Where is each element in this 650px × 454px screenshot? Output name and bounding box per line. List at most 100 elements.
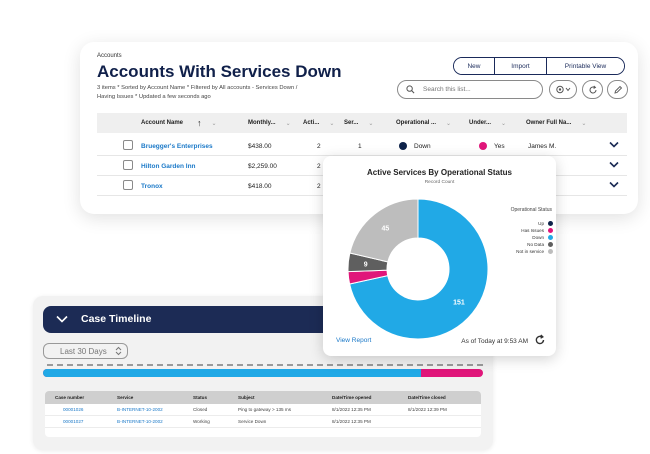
list-info: 3 items * Sorted by Account Name * Filte… xyxy=(97,84,347,102)
list-settings-button[interactable] xyxy=(549,80,577,99)
legend-label: No Data xyxy=(527,242,544,247)
col-opened: Date/Time opened xyxy=(332,395,372,400)
table-row: 00001027 B-INTERNET-10-2002 Working Serv… xyxy=(45,416,481,428)
data-label-no-data: 9 xyxy=(364,261,368,268)
timeline-bar xyxy=(43,369,483,377)
services-cell: 1 xyxy=(358,142,362,150)
chevron-down-icon: ⌄ xyxy=(368,120,374,127)
table-row: 00001026 B-INTERNET-10-2002 Closed Ping … xyxy=(45,404,481,416)
data-label-down: 151 xyxy=(453,299,465,306)
date-range-select[interactable]: Last 30 Days xyxy=(43,343,128,359)
row-checkbox[interactable] xyxy=(123,160,133,170)
chevron-down-icon: ⌄ xyxy=(329,120,335,127)
col-under[interactable]: Under... ⌄ xyxy=(469,113,506,133)
chevron-down-icon[interactable] xyxy=(609,181,619,188)
chart-title: Active Services By Operational Status xyxy=(367,168,512,177)
data-label-not-in-service: 45 xyxy=(381,225,389,232)
account-name-link[interactable]: Bruegger's Enterprises xyxy=(141,142,213,150)
new-button[interactable]: New xyxy=(454,58,494,74)
opened-cell: 8/1/2022 12:35 PM xyxy=(332,419,371,424)
col-services-label: Ser... xyxy=(344,120,359,126)
legend-swatch xyxy=(548,249,553,254)
col-services[interactable]: Ser... ⌄ xyxy=(344,113,373,133)
col-operational-label: Operational ... xyxy=(396,120,437,126)
refresh-icon[interactable] xyxy=(534,334,546,346)
gear-icon xyxy=(555,85,570,94)
refresh-icon xyxy=(589,85,596,93)
col-account-name-label: Account Name xyxy=(141,120,184,126)
legend-item-has-issues: Has Issues xyxy=(483,227,553,234)
col-closed: Date/Time closed xyxy=(408,395,446,400)
col-active[interactable]: Acti... ⌄ xyxy=(303,113,334,133)
object-label: Accounts xyxy=(97,53,122,59)
legend-swatch xyxy=(548,242,553,247)
subject-cell: Ping to gateway > 135 ms xyxy=(238,407,291,412)
pie-slice-down[interactable] xyxy=(349,198,489,340)
view-report-link[interactable]: View Report xyxy=(336,337,372,344)
active-cell: 2 xyxy=(317,162,321,170)
col-monthly[interactable]: Monthly... ⌄ xyxy=(248,113,291,133)
list-actions: New Import Printable View xyxy=(453,57,625,75)
service-link[interactable]: B-INTERNET-10-2002 xyxy=(117,419,163,424)
monthly-cell: $2,259.00 xyxy=(248,162,277,170)
printable-view-button[interactable]: Printable View xyxy=(546,58,624,74)
case-number-link[interactable]: 00001026 xyxy=(63,407,84,412)
case-number-link[interactable]: 00001027 xyxy=(63,419,84,424)
col-operational[interactable]: Operational ... ⌄ xyxy=(396,113,451,133)
pencil-icon xyxy=(613,85,622,94)
monthly-cell: $418.00 xyxy=(248,182,272,190)
chevron-down-icon: ⌄ xyxy=(285,120,291,127)
active-cell: 2 xyxy=(317,142,321,150)
list-info-line-2: Having Issues * Updated a few seconds ag… xyxy=(97,94,211,100)
import-button[interactable]: Import xyxy=(494,58,546,74)
legend-label: Down xyxy=(532,235,544,240)
search-box xyxy=(397,80,543,99)
timeline-bar-fill xyxy=(43,369,422,377)
pie-slice-not-in-service[interactable] xyxy=(349,198,419,263)
closed-cell: 8/1/2022 12:39 PM xyxy=(408,407,447,412)
chevron-down-icon[interactable] xyxy=(609,161,619,168)
col-owner[interactable]: Owner Full Na... ⌄ xyxy=(526,113,586,133)
col-subject: Subject xyxy=(238,395,255,400)
donut-chart: 151 9 45 xyxy=(347,198,489,340)
chart-legend: Operational Status Up Has Issues Down No Da… xyxy=(483,207,553,255)
list-title: Accounts With Services Down xyxy=(97,62,342,81)
col-monthly-label: Monthly... xyxy=(248,120,276,126)
col-case-number: Case number xyxy=(55,395,85,400)
service-link[interactable]: B-INTERNET-10-2002 xyxy=(117,407,163,412)
legend-label: Up xyxy=(538,221,544,226)
operational-value: Down xyxy=(414,142,431,150)
monthly-cell: $438.00 xyxy=(248,142,272,150)
col-active-label: Acti... xyxy=(303,120,320,126)
chart-subtitle: Record Count xyxy=(424,180,455,185)
legend-item-up: Up xyxy=(483,220,553,227)
date-range-value: Last 30 Days xyxy=(60,346,107,356)
select-arrows-icon xyxy=(115,346,122,356)
refresh-list-button[interactable] xyxy=(582,80,603,99)
inline-edit-button[interactable] xyxy=(607,80,628,99)
legend-swatch xyxy=(548,228,553,233)
table-header: Account Name ↑ ⌄ Monthly... ⌄ Acti... ⌄ … xyxy=(97,113,627,133)
subject-cell: Service Down xyxy=(238,419,267,424)
row-checkbox[interactable] xyxy=(123,180,133,190)
operational-cell: Down xyxy=(399,136,431,156)
account-name-link[interactable]: Hilton Garden Inn xyxy=(141,162,196,170)
col-account-name[interactable]: Account Name ↑ ⌄ xyxy=(141,113,217,133)
legend-title: Operational Status xyxy=(510,207,552,213)
sort-arrow-icon: ↑ xyxy=(197,118,202,128)
legend-item-down: Down xyxy=(483,234,553,241)
case-timeline-title: Case Timeline xyxy=(81,313,152,325)
opened-cell: 8/1/2022 12:35 PM xyxy=(332,407,371,412)
active-cell: 2 xyxy=(317,182,321,190)
account-name-link[interactable]: Tronox xyxy=(141,182,163,190)
chevron-down-icon[interactable] xyxy=(609,141,619,148)
status-dot-icon xyxy=(399,142,407,150)
col-owner-label: Owner Full Na... xyxy=(526,120,572,126)
col-under-label: Under... xyxy=(469,120,492,126)
col-status: Status xyxy=(193,395,208,400)
search-input[interactable] xyxy=(423,86,533,93)
status-cell: Working xyxy=(193,419,210,424)
chevron-down-icon: ⌄ xyxy=(581,120,587,127)
row-checkbox[interactable] xyxy=(123,140,133,150)
